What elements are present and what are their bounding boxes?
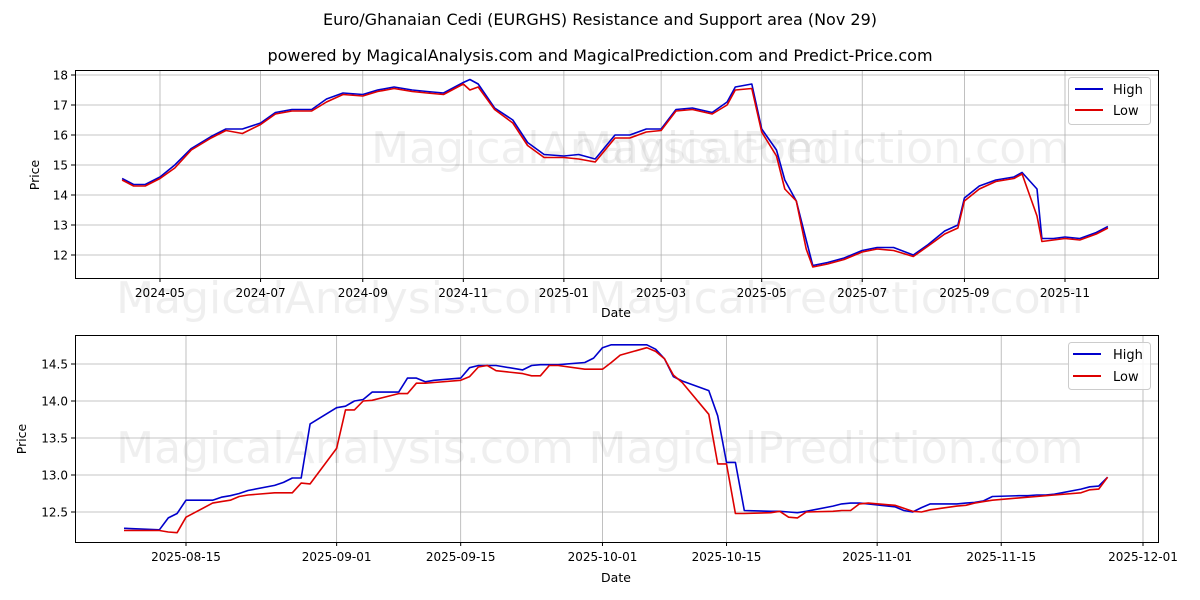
x-tick-label: 2025-07 xyxy=(837,286,887,300)
x-tick-label: 2025-03 xyxy=(636,286,686,300)
top-legend: High Low xyxy=(1068,77,1151,125)
bottom-grid xyxy=(75,335,1158,542)
chart-subtitle: powered by MagicalAnalysis.com and Magic… xyxy=(267,46,933,65)
watermark-top-4: MagicalPrediction.com xyxy=(589,273,1084,324)
bottom-chart: MagicalAnalysis.com MagicalPrediction.co… xyxy=(14,335,1178,585)
x-tick-label: 2025-09-01 xyxy=(302,550,372,564)
x-tick-label: 2024-07 xyxy=(235,286,285,300)
x-tick-label: 2025-05 xyxy=(737,286,787,300)
bottom-low-line xyxy=(124,346,1109,534)
top-y-axis: 12 13 14 15 16 17 18 xyxy=(53,69,75,263)
x-tick-label: 2025-10-15 xyxy=(692,550,762,564)
watermark-top-3: MagicalAnalysis.com xyxy=(116,273,574,324)
x-tick-label: 2025-08-15 xyxy=(151,550,221,564)
bottom-x-axis: 2025-08-15 2025-09-01 2025-09-15 2025-10-01… xyxy=(151,542,1178,564)
legend-low-label: Low xyxy=(1113,370,1139,385)
legend-high-label: High xyxy=(1113,83,1143,98)
legend-high-label: High xyxy=(1113,348,1143,363)
x-tick-label: 2025-11-01 xyxy=(842,550,912,564)
bottom-high-line xyxy=(123,343,1109,531)
x-tick-label: 2025-11 xyxy=(1040,286,1090,300)
watermark-top-1: MagicalAnalysis.com xyxy=(371,123,829,174)
x-tick-label: 2025-11-15 xyxy=(966,550,1036,564)
chart-title: Euro/Ghanaian Cedi (EURGHS) Resistance a… xyxy=(323,10,877,29)
bottom-axes-frame xyxy=(75,335,1159,543)
y-tick-label: 14.5 xyxy=(41,358,68,372)
watermark-bottom-1: MagicalAnalysis.com xyxy=(116,423,574,474)
y-tick-label: 17 xyxy=(53,99,68,113)
x-tick-label: 2025-12-01 xyxy=(1108,550,1178,564)
y-tick-label: 13 xyxy=(53,219,68,233)
bottom-y-axis: 12.5 13.0 13.5 14.0 14.5 xyxy=(41,358,75,520)
top-axes-frame xyxy=(75,70,1159,279)
x-tick-label: 2025-10-01 xyxy=(568,550,638,564)
x-tick-label: 2024-05 xyxy=(135,286,185,300)
x-tick-label: 2024-09 xyxy=(338,286,388,300)
top-x-axis: 2024-05 2024-07 2024-09 2024-11 2025-01 2025-… xyxy=(135,278,1090,300)
x-tick-label: 2024-11 xyxy=(438,286,488,300)
legend-low-label: Low xyxy=(1113,104,1139,119)
bottom-x-axis-label: Date xyxy=(601,570,631,585)
x-tick-label: 2025-01 xyxy=(539,286,589,300)
y-tick-label: 12.5 xyxy=(41,506,68,520)
x-tick-label: 2025-09-15 xyxy=(426,550,496,564)
y-tick-label: 14 xyxy=(53,189,68,203)
y-tick-label: 14.0 xyxy=(41,395,68,409)
y-tick-label: 12 xyxy=(53,249,68,263)
y-tick-label: 18 xyxy=(53,69,68,83)
top-chart: MagicalAnalysis.com MagicalPrediction.co… xyxy=(27,69,1159,324)
x-tick-label: 2025-09 xyxy=(939,286,989,300)
top-y-axis-label: Price xyxy=(27,159,42,190)
y-tick-label: 15 xyxy=(53,159,68,173)
top-grid xyxy=(75,70,1158,278)
top-low-line xyxy=(121,83,1109,268)
watermark-top-2: MagicalPrediction.com xyxy=(574,123,1069,174)
top-x-axis-label: Date xyxy=(601,305,631,320)
y-tick-label: 13.0 xyxy=(41,469,68,483)
bottom-y-axis-label: Price xyxy=(14,423,29,454)
y-tick-label: 16 xyxy=(53,129,68,143)
bottom-legend: High Low xyxy=(1068,342,1151,390)
watermark-bottom-2: MagicalPrediction.com xyxy=(589,423,1084,474)
y-tick-label: 13.5 xyxy=(41,432,68,446)
